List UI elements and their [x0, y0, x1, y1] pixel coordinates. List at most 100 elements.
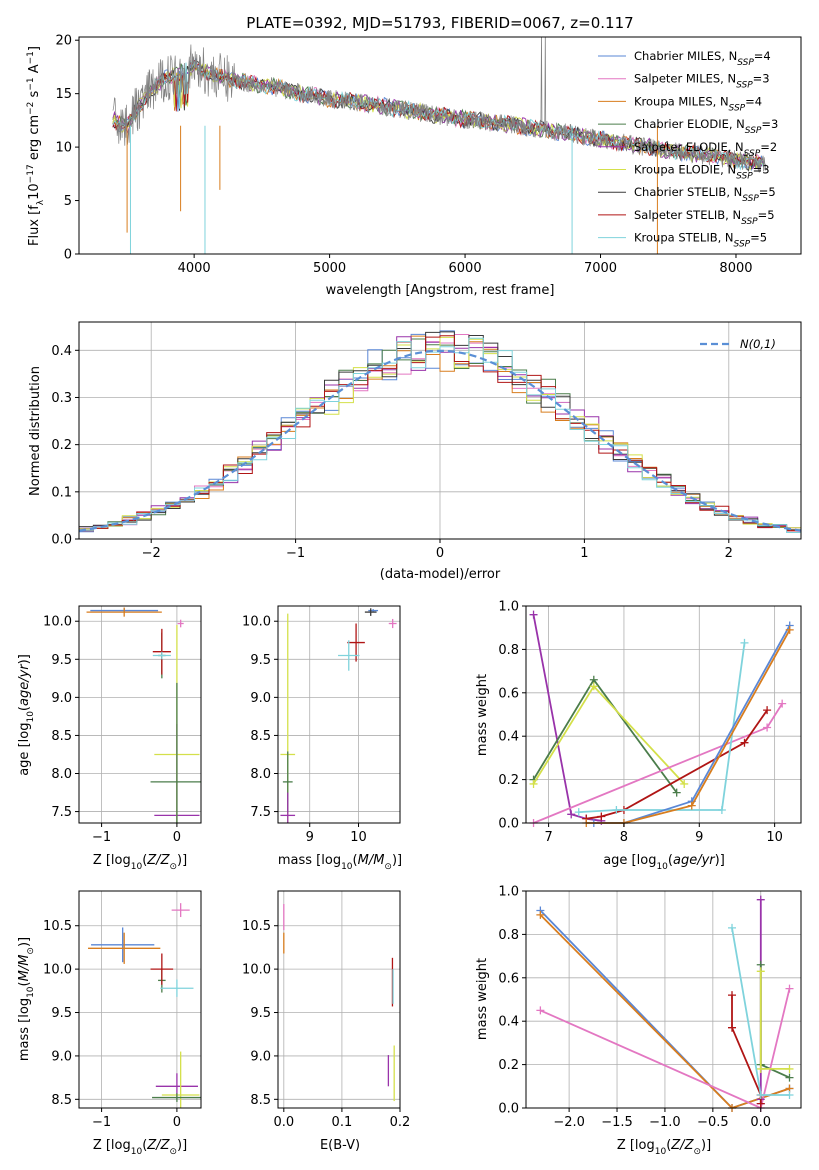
weight-marker: [756, 1064, 765, 1073]
tick-label-y: 9.0: [250, 1049, 271, 1064]
weight-marker: [778, 699, 787, 708]
tick-label-x: −2.0: [553, 1115, 585, 1130]
weight-marker: [756, 1090, 765, 1099]
tick-label-y: 10.0: [43, 615, 72, 630]
weight-marker: [785, 1064, 794, 1073]
tick-label-y: 7.5: [51, 805, 72, 820]
tick-label-x: −1.0: [649, 1115, 681, 1130]
tick-label-x: 7000: [584, 261, 617, 276]
weight-marker: [728, 923, 737, 932]
tick-label-y: 8.5: [250, 1093, 271, 1108]
tick-label-y: 10.5: [242, 919, 271, 934]
tick-label-y: 9.0: [51, 1049, 72, 1064]
tick-label-x: 2: [725, 546, 733, 561]
tick-label-x: 0.1: [332, 1115, 353, 1130]
tick-label-y: 15: [55, 87, 72, 102]
tick-label-x: 9: [695, 830, 703, 845]
weight-line-5: [578, 642, 746, 813]
weight-line-0: [532, 614, 602, 822]
tick-label-y: 8.5: [250, 729, 271, 744]
plot-spectrum: 4000 5000 6000 7000 8000 0 5 10 15 20: [55, 34, 802, 276]
p3-xlabel: Z [log10(Z/Z⊙)]: [93, 853, 187, 872]
p8-ylabel: mass weight: [475, 958, 490, 1040]
tick-label-y: 5: [64, 194, 72, 209]
plot-mass_vs_Z: −1 0 8.5 9.0 9.5 10.0 10.5: [43, 890, 202, 1130]
normal-curve: [78, 349, 802, 532]
tick-label-y: 0.8: [498, 928, 519, 943]
tick-label-y: 10.0: [242, 615, 271, 630]
tick-label-y: 20: [55, 34, 72, 49]
legend-normal-label: N(0,1): [740, 337, 776, 351]
tick-label-x: 6000: [449, 261, 482, 276]
axes-frame: [78, 321, 802, 540]
weight-marker: [728, 1023, 737, 1032]
hist-xlabel: (data-model)/error: [380, 567, 501, 582]
tick-label-y: 10.0: [43, 963, 72, 978]
tick-label-x: 10: [766, 830, 783, 845]
tick-label-y: 0.0: [498, 817, 519, 832]
weight-marker: [680, 779, 689, 788]
tick-label-x: 0.0: [273, 1115, 294, 1130]
tick-label-y: 8.5: [51, 1093, 72, 1108]
weight-marker: [756, 895, 765, 904]
p5-ylabel: mass weight: [475, 674, 490, 756]
tick-label-y: 10: [55, 141, 72, 156]
p3-ylabel: age [log10(age/yr)]: [17, 654, 36, 776]
tick-label-x: 8000: [719, 261, 752, 276]
tick-label-x: 1: [580, 546, 588, 561]
weight-marker: [785, 625, 794, 634]
axes-frame: [277, 605, 401, 824]
plot-massweight_vs_age: 7 8 9 10 0.0 0.2 0.4 0.6 0.8 1.0: [498, 600, 802, 845]
weight-marker: [763, 706, 772, 715]
plot-mass_vs_ebv: 0.0 0.1 0.2 8.5 9.0 9.5 10.0 10.5: [242, 890, 411, 1130]
axes-frame: [525, 890, 802, 1109]
legend-label-4: Salpeter ELODIE, NSSP=2: [634, 140, 777, 159]
histogram-steps-6: [79, 331, 801, 531]
spectrum-ylabel: Flux [fλ10−17 erg cm−2 s−1 A−1]: [26, 46, 46, 246]
tick-label-y: 1.0: [498, 885, 519, 900]
tick-label-y: 0.6: [498, 686, 519, 701]
tick-label-x: 4000: [178, 261, 211, 276]
tick-label-y: 9.0: [250, 691, 271, 706]
tick-label-y: 0: [64, 248, 72, 263]
plot-age_vs_Z: −1 0 7.5 8.0 8.5 9.0 9.5 10.0: [43, 605, 202, 845]
histogram-steps-5: [79, 336, 801, 530]
weight-marker: [536, 1006, 545, 1015]
tick-label-x: −1: [286, 546, 305, 561]
weight-marker: [536, 910, 545, 919]
histogram-steps-2: [79, 335, 801, 532]
weight-marker: [589, 682, 598, 691]
weight-marker: [567, 810, 576, 819]
weight-marker: [740, 638, 749, 647]
tick-label-y: 8.5: [51, 729, 72, 744]
tick-label-x: 0.0: [750, 1115, 771, 1130]
tick-label-y: 0.8: [498, 643, 519, 658]
tick-label-y: 9.5: [51, 1006, 72, 1021]
histogram-steps-8: [79, 337, 801, 533]
tick-label-x: −2: [142, 546, 161, 561]
tick-label-x: 8: [620, 830, 628, 845]
tick-label-y: 0.6: [498, 971, 519, 986]
weight-marker: [529, 779, 538, 788]
tick-label-x: 0.2: [390, 1115, 411, 1130]
tick-label-y: 8.0: [250, 767, 271, 782]
tick-label-x: −1: [92, 830, 111, 845]
tick-label-y: 0.0: [51, 533, 72, 548]
tick-label-x: 5000: [313, 261, 346, 276]
histogram-steps-7: [79, 335, 801, 532]
legend-label-3: Chabrier ELODIE, NSSP=3: [634, 117, 778, 136]
axes-frame: [78, 890, 202, 1109]
tick-label-y: 0.2: [51, 438, 72, 453]
weight-marker: [785, 984, 794, 993]
tick-label-y: 0.4: [498, 1015, 519, 1030]
weight-marker: [672, 788, 681, 797]
p6-xlabel: Z [log10(Z/Z⊙)]: [93, 1138, 187, 1157]
plot-area: [280, 608, 397, 823]
tick-label-y: 10.5: [43, 919, 72, 934]
legend-label-6: Chabrier STELIB, NSSP=5: [634, 185, 776, 204]
tick-label-x: 0: [173, 1115, 181, 1130]
tick-label-x: −0.5: [697, 1115, 729, 1130]
p7-xlabel: E(B-V): [320, 1138, 360, 1153]
tick-label-x: 7: [544, 830, 552, 845]
